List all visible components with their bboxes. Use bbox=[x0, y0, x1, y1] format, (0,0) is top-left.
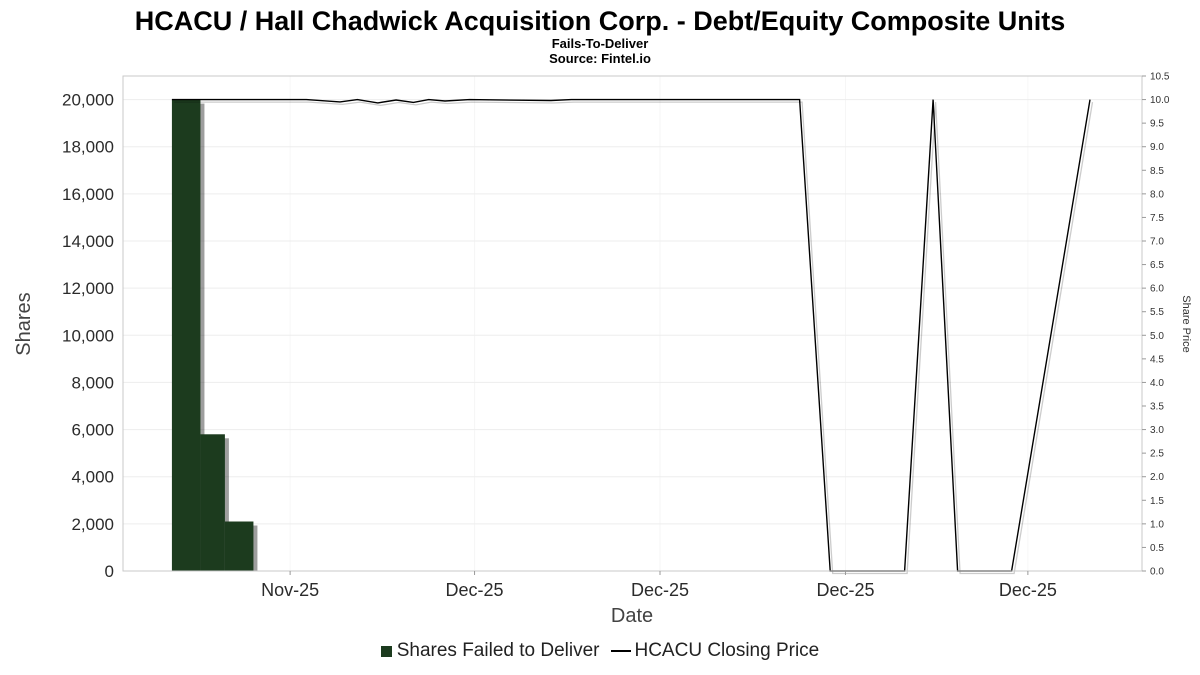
x-axis-title: Date bbox=[611, 605, 653, 627]
ftd-bar bbox=[200, 434, 225, 571]
left-axis-tick-label: 12,000 bbox=[62, 279, 114, 298]
ftd-bar bbox=[224, 521, 254, 571]
left-axis-title: Shares bbox=[13, 292, 35, 355]
right-axis-tick-label: 3.5 bbox=[1150, 402, 1164, 413]
right-axis-tick-label: 2.5 bbox=[1150, 449, 1164, 460]
chart-title: HCACU / Hall Chadwick Acquisition Corp. … bbox=[134, 6, 1066, 36]
chart-source: Source: Fintel.io bbox=[549, 51, 651, 66]
right-axis-tick-label: 6.5 bbox=[1150, 260, 1164, 271]
right-axis-tick-label: 3.0 bbox=[1150, 425, 1164, 436]
ftd-bar bbox=[171, 99, 201, 572]
right-axis-tick-label: 8.5 bbox=[1150, 166, 1164, 177]
right-axis-title: Share Price bbox=[1180, 295, 1192, 352]
right-axis-tick-label: 7.0 bbox=[1150, 237, 1164, 248]
left-axis-tick-label: 2,000 bbox=[71, 515, 114, 534]
right-axis-tick-label: 8.0 bbox=[1150, 189, 1164, 200]
right-axis-tick-label: 9.0 bbox=[1150, 142, 1164, 153]
x-axis-tick-label: Dec-25 bbox=[816, 580, 874, 600]
chart-legend: Shares Failed to Deliver HCACU Closing P… bbox=[375, 640, 826, 662]
right-axis-tick-label: 2.0 bbox=[1150, 472, 1164, 483]
plot-background bbox=[123, 76, 1142, 571]
right-axis-tick-label: 4.5 bbox=[1150, 354, 1164, 365]
left-axis-tick-label: 18,000 bbox=[62, 138, 114, 157]
chart-plot: 0 2,000 4,000 6,000 8,000 10,000 12,000 14,000 1… bbox=[62, 72, 1170, 601]
chart-svg: 0 2,000 4,000 6,000 8,000 10,000 12,000 14,000 1… bbox=[13, 72, 1192, 628]
legend-item-closing-price: HCACU Closing Price bbox=[611, 640, 819, 662]
x-axis-tick-label: Dec-25 bbox=[999, 580, 1057, 600]
right-axis-tick-label: 5.5 bbox=[1150, 307, 1164, 318]
legend-item-shares-failed: Shares Failed to Deliver bbox=[380, 640, 600, 662]
price-line-shadow bbox=[174, 101, 1094, 575]
left-axis-tick-label: 16,000 bbox=[62, 185, 114, 204]
right-axis-tick-label: 0.5 bbox=[1150, 543, 1164, 554]
left-axis-tick-label: 6,000 bbox=[71, 421, 114, 440]
right-axis-tick-label: 10.5 bbox=[1150, 72, 1170, 83]
right-axis-tick-label: 1.0 bbox=[1150, 519, 1164, 530]
x-axis-tick-label: Dec-25 bbox=[446, 580, 504, 600]
x-axis-tick-label: Nov-25 bbox=[261, 580, 319, 600]
right-axis-tick-label: 1.5 bbox=[1150, 496, 1164, 507]
right-axis-tick-label: 4.0 bbox=[1150, 378, 1164, 389]
price-line bbox=[171, 98, 1091, 572]
left-axis-tick-label: 4,000 bbox=[71, 468, 114, 487]
right-axis-tick-label: 9.5 bbox=[1150, 119, 1164, 130]
right-axis-tick-label: 7.5 bbox=[1150, 213, 1164, 224]
right-axis-tick-label: 10.0 bbox=[1150, 95, 1170, 106]
chart-subtitle: Fails-To-Deliver bbox=[551, 36, 649, 51]
left-axis-tick-label: 20,000 bbox=[62, 91, 114, 110]
right-axis-tick-label: 0.0 bbox=[1150, 567, 1164, 578]
plot-border bbox=[122, 75, 1143, 572]
line-swatch-icon bbox=[611, 650, 632, 652]
bar-swatch-icon bbox=[380, 645, 392, 657]
left-axis-tick-label: 14,000 bbox=[62, 232, 114, 251]
x-axis-tick-label: Dec-25 bbox=[631, 580, 689, 600]
legend-label-shares-failed: Shares Failed to Deliver bbox=[396, 640, 600, 661]
left-axis-tick-label: 10,000 bbox=[62, 326, 114, 345]
left-axis-tick-label: 0 bbox=[105, 562, 114, 581]
legend-label-closing-price: HCACU Closing Price bbox=[634, 640, 820, 661]
right-axis-tick-label: 5.0 bbox=[1150, 331, 1164, 342]
right-axis-tick-label: 6.0 bbox=[1150, 284, 1164, 295]
left-axis-tick-label: 8,000 bbox=[71, 373, 114, 392]
